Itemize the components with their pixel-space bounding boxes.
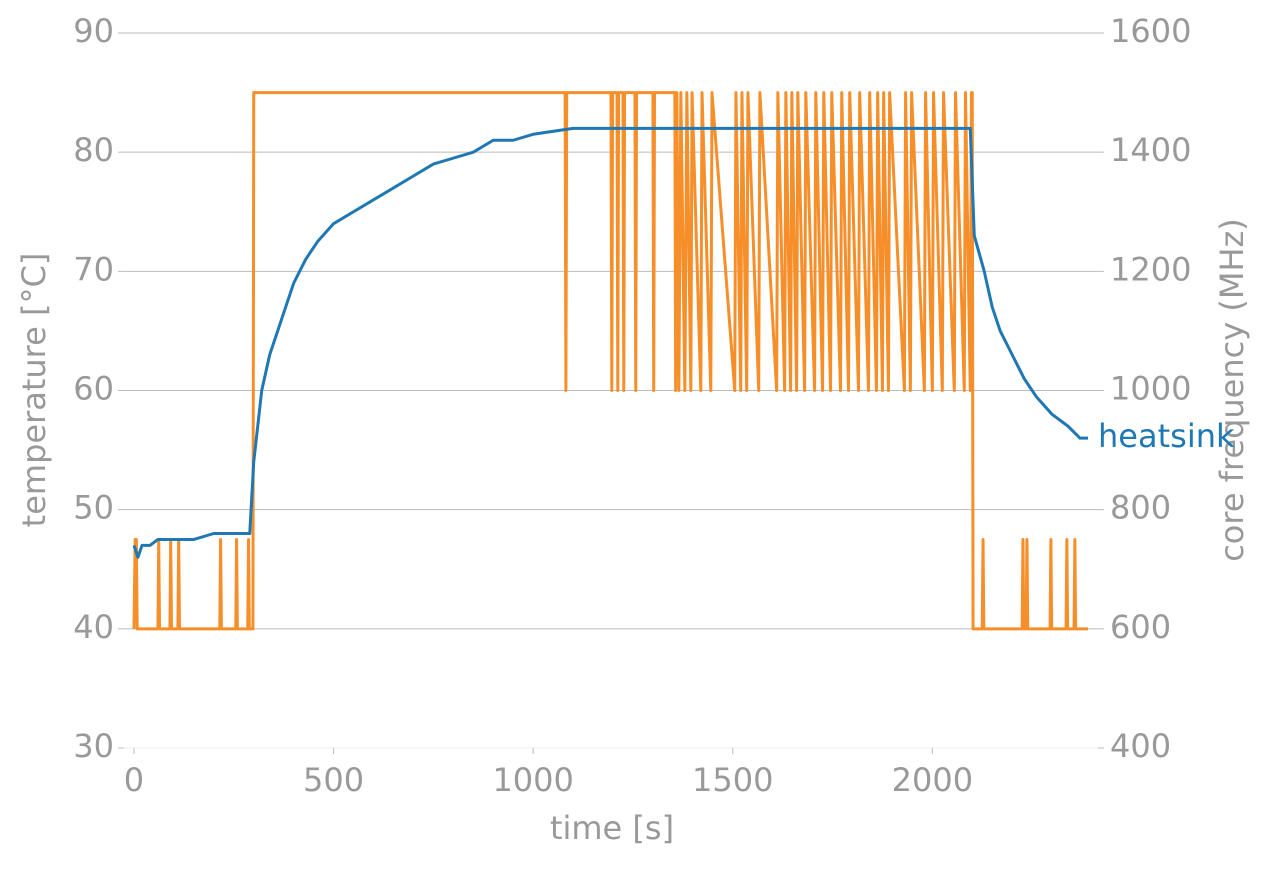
line: [132, 91, 1089, 631]
series-label: heatsink: [1098, 417, 1235, 455]
line: [132, 126, 1089, 559]
y-tick-label: 80: [73, 131, 114, 169]
y-tick-label: 70: [73, 250, 114, 288]
y2-tick-label: 400: [1110, 727, 1171, 765]
y2-tick-label: 1400: [1110, 131, 1191, 169]
y-tick-label: 90: [73, 12, 114, 50]
y2-tick-label: 600: [1110, 608, 1171, 646]
x-axis-label: time [s]: [550, 809, 674, 847]
y-tick-label: 50: [73, 489, 114, 527]
y2-tick-label: 1600: [1110, 12, 1191, 50]
y2-tick-label: 1000: [1110, 370, 1191, 408]
y-tick-label: 60: [73, 370, 114, 408]
x-tick-label: 0: [124, 761, 144, 799]
x-tick-label: 1500: [692, 761, 773, 799]
x-tick-label: 2000: [892, 761, 973, 799]
x-tick-label: 500: [303, 761, 364, 799]
y-tick-label: 40: [73, 608, 114, 646]
y2-axis-label: core frequency (MHz): [1213, 218, 1251, 562]
y-tick-label: 30: [73, 727, 114, 765]
y-axis-label: temperature [°C]: [15, 253, 53, 528]
y2-tick-label: 800: [1110, 489, 1171, 527]
y2-tick-label: 1200: [1110, 250, 1191, 288]
x-tick-label: 1000: [492, 761, 573, 799]
